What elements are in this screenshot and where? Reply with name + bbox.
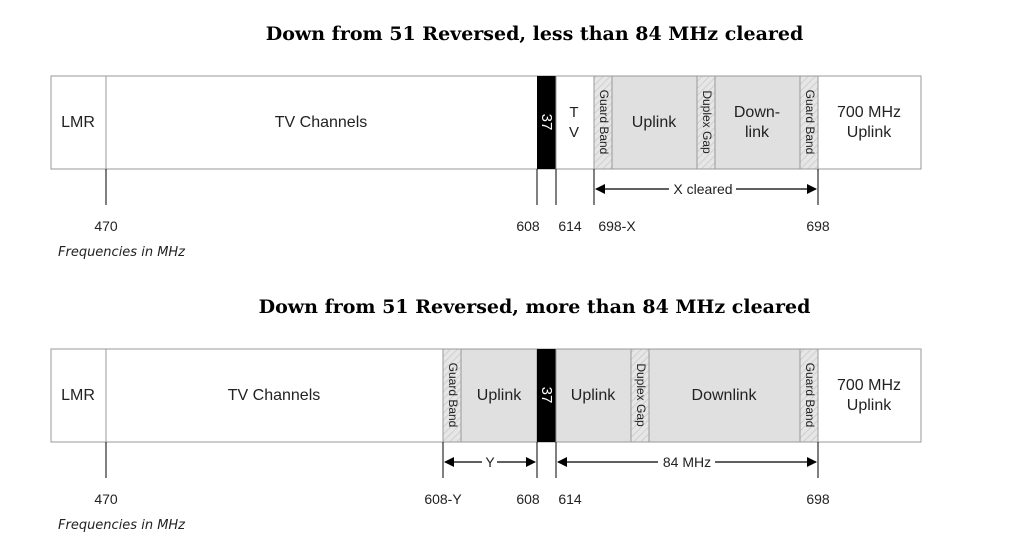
x-cleared-label: X cleared [673, 181, 732, 197]
mhz700-label-1: 700 MHz [837, 104, 901, 121]
tick-label-470: 470 [94, 491, 118, 507]
tick-label-608: 608 [516, 218, 540, 234]
lmr-label: LMR [61, 114, 95, 131]
duplex-gap-label: Duplex Gap [700, 90, 714, 154]
diagram1-band-plan: LMR TV Channels 37 T V Guard Band Uplink… [50, 75, 922, 234]
tick-label-608y: 608-Y [424, 491, 462, 507]
channel-37-label: 37 [538, 114, 555, 131]
guard-band-left-label: Guard Band [446, 363, 460, 428]
guard-band-right-label: Guard Band [803, 90, 817, 155]
guard-band-left-label: Guard Band [597, 90, 611, 155]
mhz84-span-label: 84 MHz [663, 454, 711, 470]
tick-label-698: 698 [806, 491, 830, 507]
guard-band-right-block [799, 348, 819, 443]
duplex-gap-label: Duplex Gap [634, 363, 648, 427]
channel-37-block [537, 349, 556, 442]
mhz700-label-2: Uplink [847, 124, 892, 141]
tick-label-470: 470 [94, 218, 118, 234]
tv-channels-label: TV Channels [228, 387, 321, 404]
diagram1-units-note: Frequencies in MHz [58, 245, 186, 260]
tick-label-614: 614 [558, 491, 582, 507]
y-span-label: Y [485, 454, 495, 470]
tick-label-614: 614 [558, 218, 582, 234]
uplink-left-block [460, 348, 538, 443]
tick-label-698x: 698-X [598, 218, 636, 234]
diagram2-band-plan: LMR TV Channels Guard Band Uplink 37 Upl… [50, 348, 922, 507]
uplink-right-label: Uplink [571, 387, 616, 404]
downlink-block [648, 348, 801, 443]
diagram1-title: Down from 51 Reversed, less than 84 MHz … [265, 23, 804, 45]
uplink-label: Uplink [632, 114, 677, 131]
tv-channels-label: TV Channels [275, 114, 368, 131]
guard-band-right-block [799, 75, 819, 170]
tv-v-label: V [569, 124, 579, 141]
downlink-label-1: Down- [734, 104, 780, 121]
channel-37-label: 37 [538, 387, 555, 404]
mhz700-label-2: Uplink [847, 397, 892, 414]
tick-label-698: 698 [806, 218, 830, 234]
guard-band-right-label: Guard Band [803, 363, 817, 428]
downlink-label: Downlink [692, 387, 758, 404]
tick-label-608: 608 [516, 491, 540, 507]
uplink-left-label: Uplink [477, 387, 522, 404]
diagram2-title: Down from 51 Reversed, more than 84 MHz … [258, 296, 811, 318]
mhz700-label-1: 700 MHz [837, 377, 901, 394]
downlink-block [714, 75, 801, 170]
lmr-label: LMR [61, 387, 95, 404]
channel-37-block [537, 76, 556, 169]
diagram2-units-note: Frequencies in MHz [58, 518, 186, 533]
uplink-block [611, 75, 698, 170]
tv-t-label: T [569, 104, 578, 121]
downlink-label-2: link [745, 124, 770, 141]
